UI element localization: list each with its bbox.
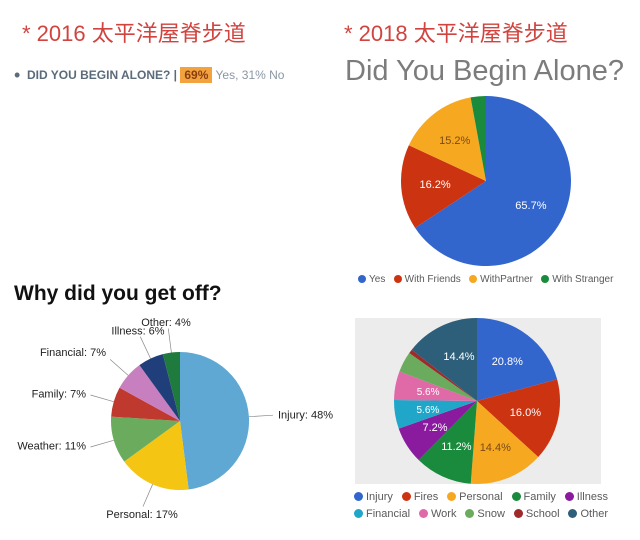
svg-text:11.2%: 11.2% [441, 441, 472, 453]
svg-text:Weather: 11%: Weather: 11% [17, 441, 86, 453]
svg-text:16.2%: 16.2% [419, 179, 450, 191]
svg-text:14.4%: 14.4% [480, 442, 511, 454]
svg-text:7.2%: 7.2% [422, 422, 447, 434]
svg-text:Personal: 17%: Personal: 17% [106, 509, 178, 521]
svg-text:65.7%: 65.7% [515, 200, 546, 212]
svg-text:Other: 4%: Other: 4% [141, 317, 191, 329]
svg-text:5.6%: 5.6% [417, 387, 440, 398]
svg-text:16.0%: 16.0% [510, 407, 541, 419]
svg-text:15.2%: 15.2% [439, 135, 470, 147]
svg-text:20.8%: 20.8% [492, 356, 523, 368]
svg-text:14.4%: 14.4% [443, 351, 474, 363]
svg-text:Financial: 7%: Financial: 7% [40, 347, 106, 359]
svg-text:Family: 7%: Family: 7% [32, 389, 87, 401]
svg-text:5.6%: 5.6% [417, 405, 440, 416]
svg-text:Injury: 48%: Injury: 48% [278, 410, 333, 422]
